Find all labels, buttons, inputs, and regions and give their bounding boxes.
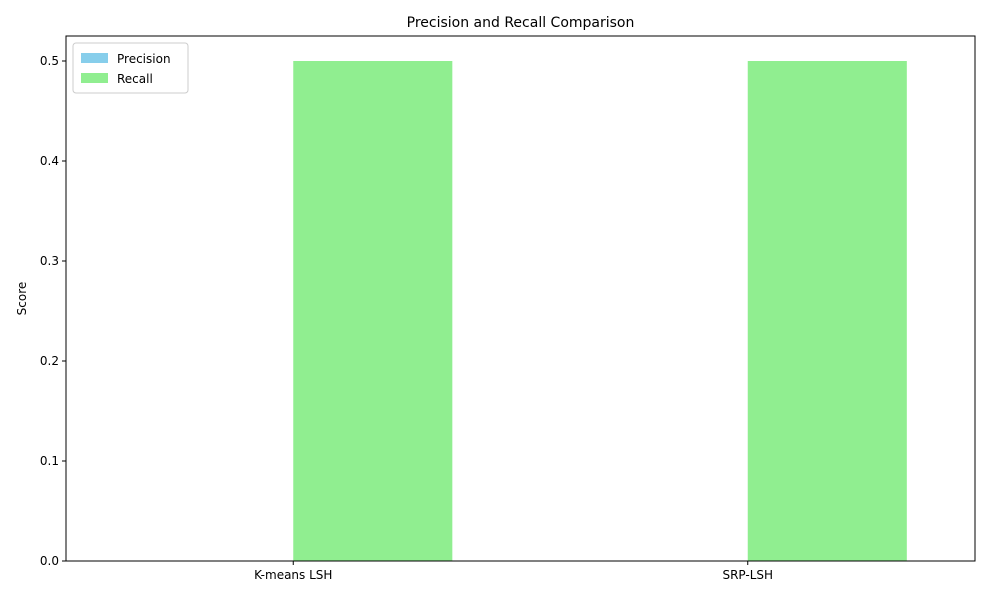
y-tick-label: 0.4 xyxy=(40,154,59,168)
x-tick-label: SRP-LSH xyxy=(722,568,773,582)
legend: Precision Recall xyxy=(72,42,189,94)
y-axis-title: Score xyxy=(15,282,29,316)
bars-group xyxy=(293,61,907,561)
y-tick-label: 0.1 xyxy=(40,454,59,468)
legend-label-precision: Precision xyxy=(117,52,171,66)
legend-swatch-precision xyxy=(81,53,108,63)
plot-frame xyxy=(65,35,976,562)
y-tick-label: 0.3 xyxy=(40,254,59,268)
bar-recall-1 xyxy=(747,61,907,561)
y-tick-label: 0.5 xyxy=(40,54,59,68)
legend-label-recall: Recall xyxy=(117,72,153,86)
x-tick-label: K-means LSH xyxy=(254,568,332,582)
y-tick-label: 0.2 xyxy=(40,354,59,368)
y-tick-label: 0.0 xyxy=(40,554,59,568)
x-axis: K-means LSH SRP-LSH xyxy=(254,561,773,582)
chart-title: Precision and Recall Comparison xyxy=(407,15,635,31)
legend-swatch-recall xyxy=(81,73,108,83)
bar-recall-0 xyxy=(293,61,453,561)
y-axis: 0.0 0.1 0.2 0.3 0.4 0.5 xyxy=(40,54,66,568)
